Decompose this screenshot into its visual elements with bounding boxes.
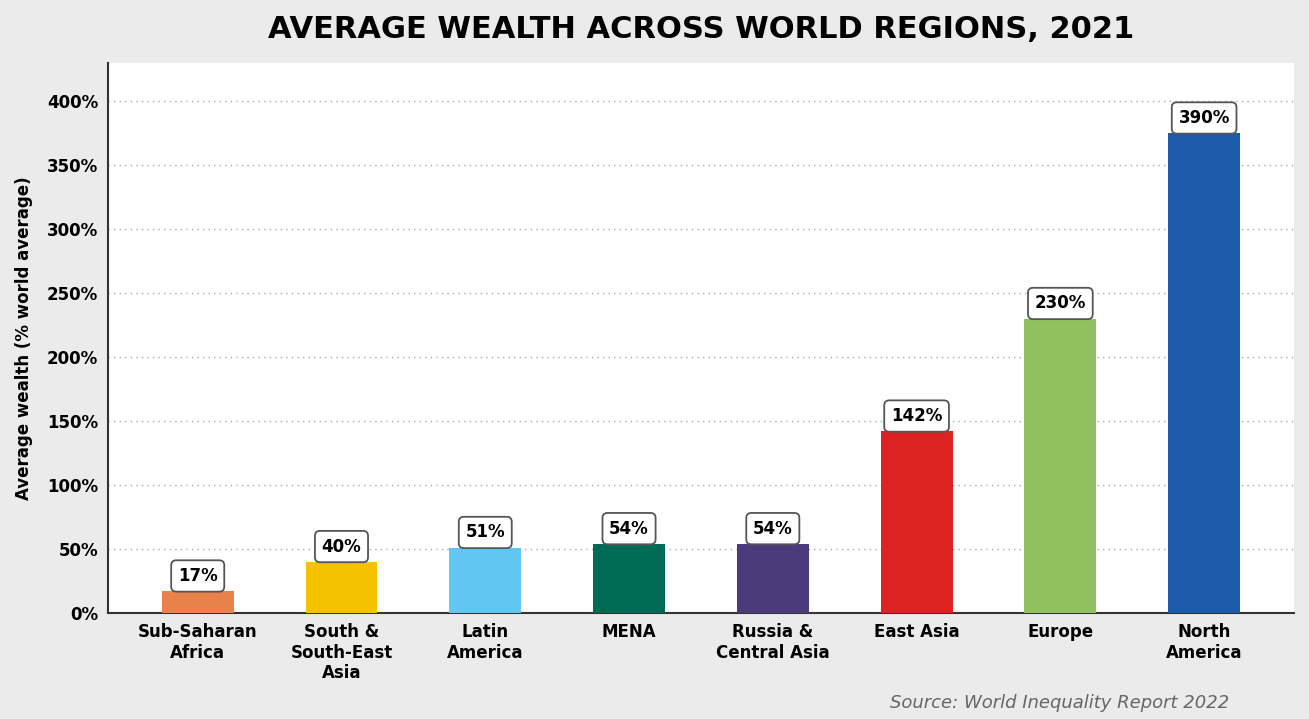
Text: 51%: 51%: [466, 523, 505, 541]
Text: 142%: 142%: [891, 407, 942, 425]
Bar: [305, 562, 377, 613]
Bar: [162, 591, 234, 613]
Text: 54%: 54%: [753, 520, 793, 538]
Text: 390%: 390%: [1178, 109, 1230, 127]
Bar: [593, 544, 665, 613]
Bar: [1025, 319, 1097, 613]
Text: Source: World Inequality Report 2022: Source: World Inequality Report 2022: [890, 694, 1229, 712]
Bar: [1168, 133, 1240, 613]
Text: 54%: 54%: [609, 520, 649, 538]
Y-axis label: Average wealth (% world average): Average wealth (% world average): [14, 176, 33, 500]
Bar: [737, 544, 809, 613]
Bar: [881, 431, 953, 613]
Bar: [449, 548, 521, 613]
Text: 230%: 230%: [1034, 295, 1086, 313]
Title: AVERAGE WEALTH ACROSS WORLD REGIONS, 2021: AVERAGE WEALTH ACROSS WORLD REGIONS, 202…: [268, 15, 1134, 44]
Text: 40%: 40%: [322, 538, 361, 556]
Text: 17%: 17%: [178, 567, 217, 585]
